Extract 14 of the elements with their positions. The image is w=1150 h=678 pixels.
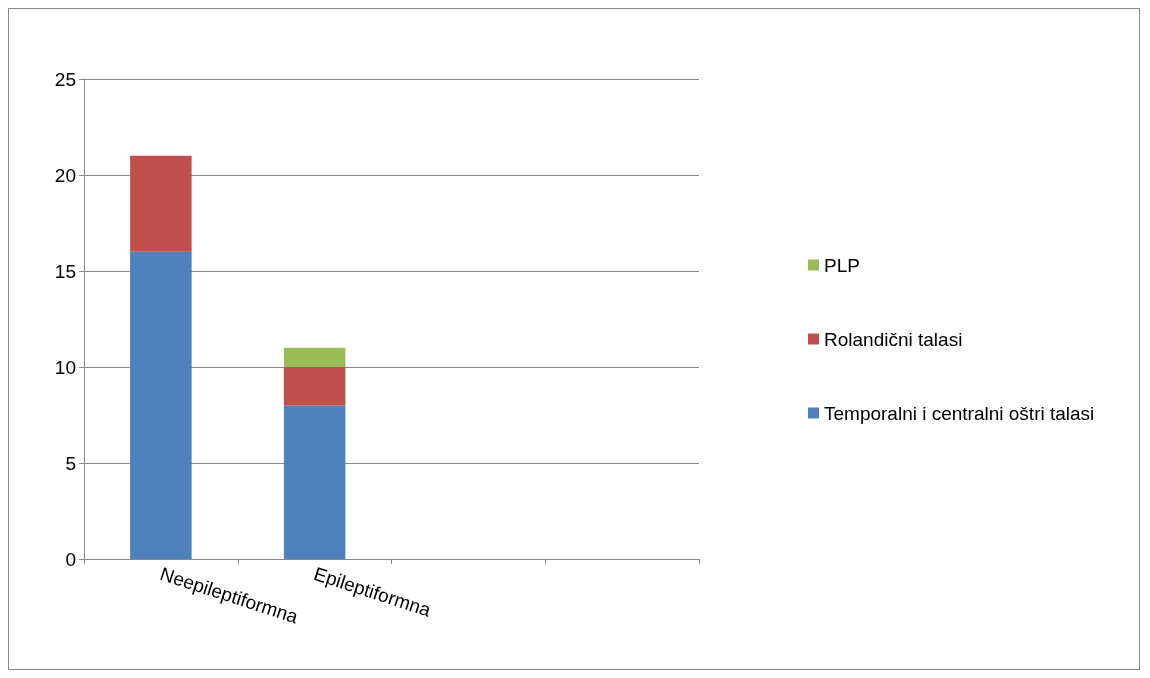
bar [283,347,346,367]
legend-label: Rolandični talasi [824,328,963,350]
bar [283,405,346,559]
y-tick-label: 20 [54,164,76,186]
y-tick-label: 15 [54,260,76,282]
legend-label: PLP [824,254,860,276]
y-tick-label: 25 [54,68,76,90]
legend-label: Temporalni i centralni oštri talasi [824,402,1095,424]
bar [130,155,192,252]
y-tick-label: 10 [54,356,76,378]
y-tick-label: 0 [65,548,76,570]
bar [283,367,346,406]
y-tick-label: 5 [65,452,76,474]
bar [130,251,192,559]
